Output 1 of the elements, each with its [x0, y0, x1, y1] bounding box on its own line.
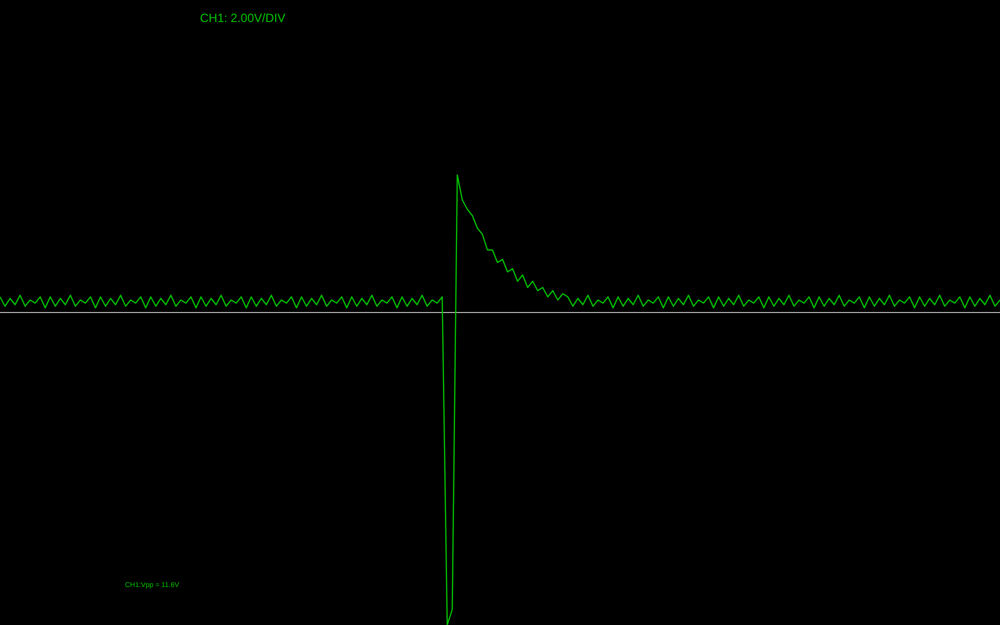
text: CH1: 2.00V/DIV: [200, 11, 286, 25]
